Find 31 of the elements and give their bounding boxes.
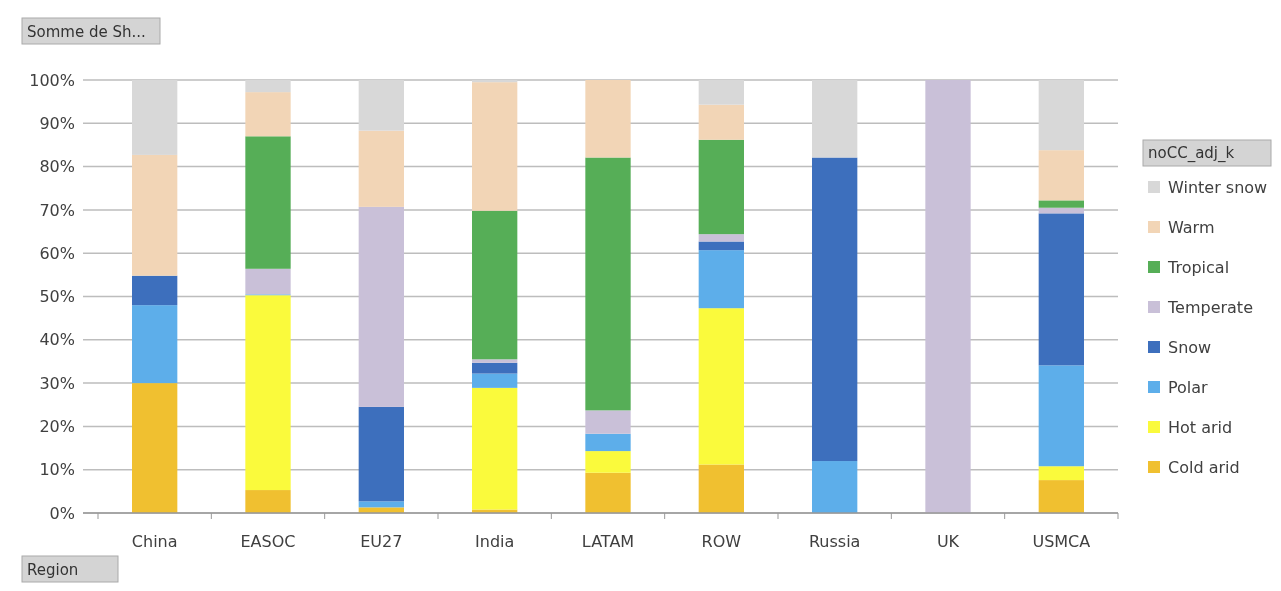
legend-label: Winter snow [1168, 177, 1268, 197]
y-tick-label: 40% [39, 330, 75, 350]
x-tick-label: ROW [701, 532, 742, 551]
legend-label: Cold arid [1168, 457, 1240, 477]
legend-label: Polar [1168, 377, 1209, 397]
y-tick-label: 70% [39, 200, 75, 220]
y-tick-label: 90% [39, 113, 75, 133]
x-tick-label: India [475, 532, 515, 551]
y-tick-label: 60% [39, 243, 75, 263]
x-tick-label: China [131, 532, 178, 551]
y-tick-label: 100% [29, 70, 75, 90]
legend-label: Temperate [1167, 297, 1253, 317]
legend-label: Snow [1168, 337, 1212, 357]
legend-label: Tropical [1167, 257, 1230, 277]
x-tick-label: EASOC [240, 532, 296, 551]
y-tick-label: 20% [39, 417, 75, 436]
x-tick-label: USMCA [1032, 532, 1091, 551]
x-tick-label: EU27 [360, 532, 403, 551]
text: Region [27, 561, 79, 579]
y-tick-label: 30% [39, 373, 75, 393]
y-tick-label: 50% [39, 287, 75, 307]
legend-label: Hot arid [1168, 417, 1233, 437]
text: Somme de Sh... [27, 23, 146, 41]
legend-label: Warm [1168, 217, 1215, 237]
y-tick-label: 80% [39, 157, 75, 177]
x-tick-label: LATAM [581, 532, 635, 551]
x-tick-label: Russia [808, 532, 861, 551]
legend-title: noCC_adj_k [1148, 144, 1235, 163]
y-tick-label: 0% [49, 503, 75, 523]
y-tick-label: 10% [39, 460, 75, 480]
x-tick-label: UK [936, 532, 960, 551]
